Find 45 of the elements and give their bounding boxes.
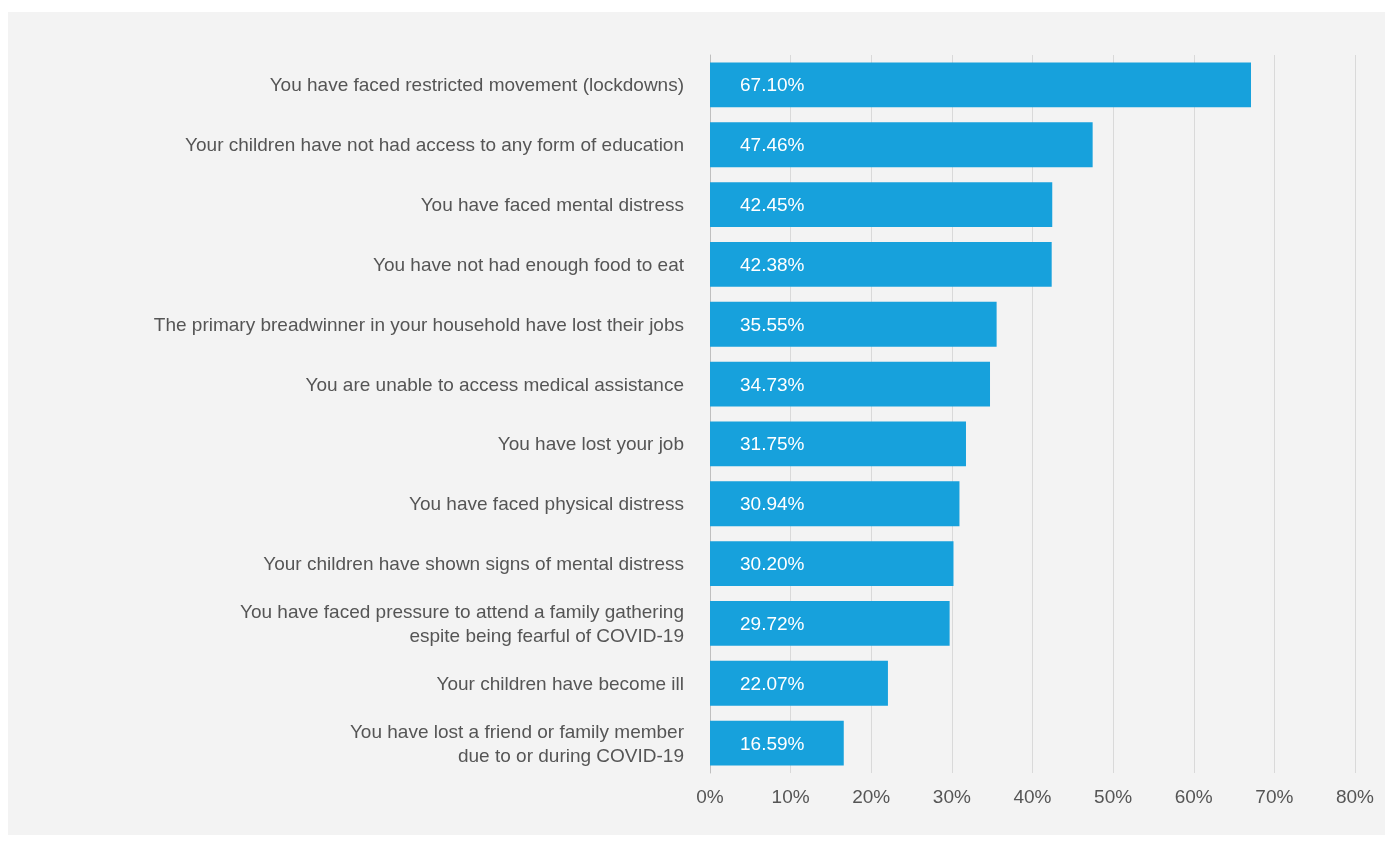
data-label: 31.75% (740, 433, 805, 455)
bar (710, 361, 991, 407)
y-tick-label: You have faced physical distress (409, 493, 684, 515)
y-tick-label: You have faced mental distress (420, 194, 684, 216)
data-label: 67.10% (740, 74, 805, 96)
data-label: 42.38% (740, 253, 805, 275)
data-label: 30.94% (740, 493, 805, 515)
x-tick-label: 50% (1094, 786, 1133, 807)
data-label: 47.46% (740, 134, 805, 156)
bar (710, 241, 1052, 287)
y-tick-label: You have faced pressure to attend a family gathering espite being fearful of COVID-19 (240, 600, 684, 646)
data-label: 42.45% (740, 194, 805, 216)
y-tick-label: Your children have become ill (436, 672, 684, 694)
data-label: 35.55% (740, 313, 805, 335)
y-tick-label: The primary breadwinner in your household have lost their jobs (153, 313, 684, 335)
data-label: 34.73% (740, 373, 805, 395)
bar (710, 720, 844, 766)
x-tick-label: 40% (1013, 786, 1052, 807)
y-tick-label: You are unable to access medical assistance (305, 373, 684, 395)
x-tick-label: 80% (1335, 786, 1375, 807)
y-tick-label: You have lost a friend or family member due to or during COVID-19 (349, 720, 685, 766)
bar (710, 660, 888, 706)
data-label: 30.20% (740, 553, 805, 575)
data-label: 22.07% (740, 672, 805, 694)
x-tick-label: 20% (852, 786, 891, 807)
x-tick-label: 70% (1255, 786, 1294, 807)
data-label: 29.72% (740, 612, 805, 634)
x-tick-label: 60% (1174, 786, 1213, 807)
data-label: 16.59% (740, 732, 805, 754)
x-tick-label: 10% (771, 786, 810, 807)
bar (710, 600, 950, 646)
y-tick-label: You have not had enough food to eat (373, 253, 685, 275)
bar (710, 122, 1093, 168)
bar (710, 541, 954, 587)
x-tick-label: 0% (696, 786, 724, 807)
y-tick-label: You have lost your job (497, 433, 684, 455)
bar (710, 481, 960, 527)
y-tick-label: You have faced restricted movement (lockdowns) (269, 74, 684, 96)
bar (710, 421, 966, 467)
y-tick-label: Your children have shown signs of mental distress (263, 553, 684, 575)
x-tick-label: 30% (932, 786, 971, 807)
bar (710, 62, 1251, 108)
bar (710, 182, 1053, 228)
y-tick-label: Your children have not had access to any form of education (185, 134, 684, 156)
bar (710, 301, 997, 347)
